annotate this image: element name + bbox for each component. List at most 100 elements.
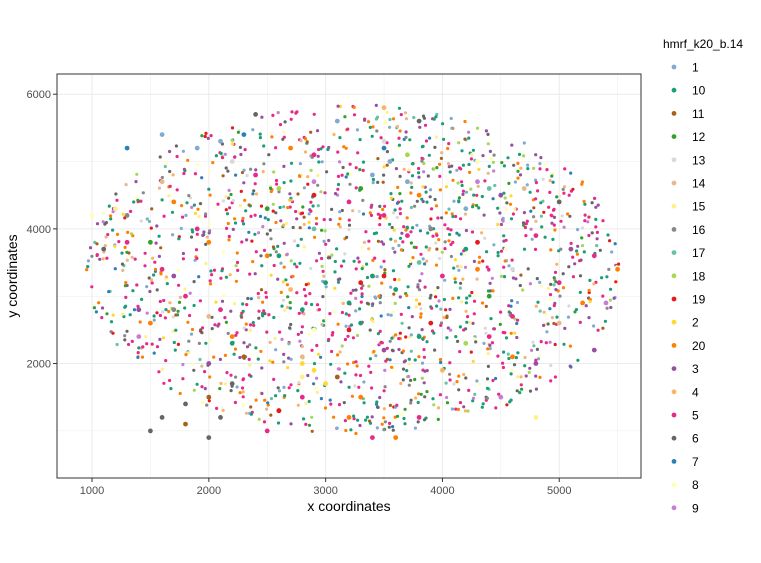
cloud-point	[356, 151, 360, 155]
cloud-point	[109, 320, 114, 324]
cloud-point	[450, 164, 454, 168]
cloud-point	[344, 324, 348, 328]
cloud-point	[225, 371, 229, 375]
cloud-point	[150, 342, 154, 346]
cloud-point	[425, 340, 429, 344]
cloud-point	[434, 115, 438, 119]
cloud-point	[380, 341, 384, 345]
cloud-point	[177, 237, 181, 241]
cloud-point	[307, 212, 311, 216]
data-point-cluster-2	[311, 367, 317, 373]
cloud-point	[462, 253, 466, 257]
cloud-point	[221, 408, 225, 412]
cloud-point	[383, 385, 387, 389]
cloud-point	[493, 183, 497, 188]
cloud-point	[330, 253, 334, 257]
data-point-cluster-16	[428, 226, 434, 232]
cloud-point	[440, 151, 444, 155]
cloud-point	[331, 331, 335, 335]
cloud-point	[468, 170, 472, 174]
cloud-point	[385, 150, 389, 154]
cloud-point	[528, 282, 533, 286]
cloud-point	[284, 221, 288, 226]
cloud-point	[327, 337, 331, 342]
cloud-point	[360, 267, 364, 271]
cloud-point	[432, 403, 436, 407]
cloud-point	[308, 292, 312, 296]
cloud-point	[435, 112, 439, 116]
data-point-cluster-9	[498, 394, 504, 400]
cloud-point	[323, 406, 328, 410]
cloud-point	[533, 178, 538, 182]
cloud-point	[379, 314, 383, 318]
cloud-point	[375, 115, 380, 119]
cloud-point	[417, 288, 422, 292]
cloud-point	[548, 297, 552, 301]
cloud-point	[512, 363, 517, 367]
cloud-point	[174, 328, 178, 332]
cloud-point	[523, 355, 527, 360]
cloud-point	[171, 173, 175, 177]
x-tick-label: 5000	[547, 485, 571, 497]
cloud-point	[282, 385, 286, 389]
cloud-point	[307, 226, 311, 230]
cloud-point	[92, 306, 96, 310]
cloud-point	[302, 417, 306, 421]
cloud-point	[239, 314, 243, 318]
cloud-point	[510, 143, 514, 147]
cloud-point	[152, 351, 156, 355]
cloud-point	[499, 222, 503, 227]
cloud-point	[401, 240, 405, 244]
cloud-point	[460, 180, 464, 184]
cloud-point	[509, 398, 513, 402]
cloud-point	[576, 244, 580, 248]
cloud-point	[515, 321, 519, 326]
cloud-point	[444, 381, 448, 385]
cloud-point	[362, 401, 366, 405]
cloud-point	[539, 214, 544, 218]
cloud-point	[559, 247, 563, 251]
cloud-point	[551, 237, 555, 241]
cloud-point	[232, 352, 236, 356]
cloud-point	[465, 320, 469, 324]
cloud-point	[552, 207, 556, 211]
data-point-cluster-5	[311, 152, 317, 158]
cloud-point	[421, 257, 425, 261]
cloud-point	[317, 147, 321, 152]
cloud-point	[137, 346, 141, 350]
cloud-point	[457, 233, 461, 237]
legend-label-8: 8	[692, 478, 699, 492]
cloud-point	[515, 375, 520, 379]
cloud-point	[355, 364, 359, 368]
cloud-point	[226, 221, 230, 226]
cloud-point	[259, 204, 264, 208]
cloud-point	[288, 205, 292, 209]
cloud-point	[281, 280, 285, 284]
cloud-point	[347, 313, 351, 317]
data-point-cluster-9	[311, 179, 317, 185]
cloud-point	[601, 326, 605, 330]
cloud-point	[262, 162, 266, 166]
cloud-point	[595, 230, 600, 234]
cloud-point	[612, 296, 616, 300]
cloud-point	[376, 212, 380, 216]
data-point-cluster-5	[370, 435, 375, 440]
cloud-point	[111, 228, 115, 232]
cloud-point	[486, 352, 490, 356]
cloud-point	[361, 160, 366, 164]
data-point-cluster-14	[521, 186, 527, 191]
cloud-point	[534, 358, 538, 362]
cloud-point	[534, 153, 538, 157]
cloud-point	[457, 388, 461, 392]
cloud-point	[312, 112, 316, 116]
cloud-point	[213, 323, 217, 327]
cloud-point	[192, 388, 196, 392]
cloud-point	[389, 237, 393, 241]
cloud-point	[320, 322, 324, 327]
cloud-point	[412, 115, 416, 120]
cloud-point	[132, 200, 136, 204]
cloud-point	[260, 366, 264, 370]
cloud-point	[413, 358, 417, 362]
cloud-point	[346, 362, 350, 366]
cloud-point	[181, 257, 185, 261]
